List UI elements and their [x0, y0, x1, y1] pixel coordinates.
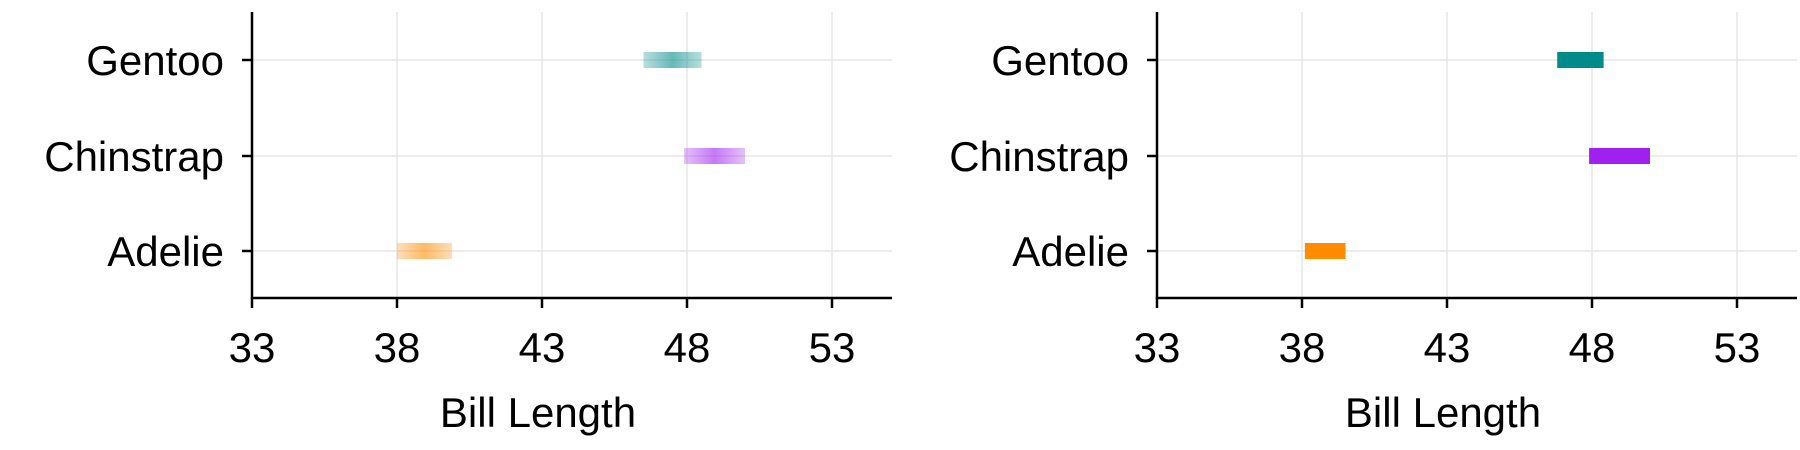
interval-bar-adelie	[397, 243, 453, 259]
x-tick-label: 53	[809, 324, 856, 371]
interval-bar-chinstrap	[1589, 148, 1650, 164]
x-tick-label: 53	[1714, 324, 1761, 371]
category-label-gentoo: Gentoo	[991, 37, 1129, 84]
interval-bar-chinstrap	[684, 148, 745, 164]
x-tick-label: 38	[1279, 324, 1326, 371]
interval-bar-gentoo	[1557, 52, 1604, 68]
category-label-chinstrap: Chinstrap	[949, 133, 1129, 180]
x-tick-label: 48	[1569, 324, 1616, 371]
x-tick-label: 38	[374, 324, 421, 371]
right-chart-panel: 33 38 43 48 53 Adelie Chinstrap Gentoo Bill Leng…	[949, 12, 1797, 436]
interval-bar-gentoo	[643, 52, 702, 68]
interval-bar-adelie	[1304, 243, 1346, 259]
left-chart-panel: 33 38 43 48 53 Adelie Chinstrap Gentoo Bill Leng…	[44, 12, 892, 436]
category-label-adelie: Adelie	[107, 228, 224, 275]
x-tick-label: 43	[519, 324, 566, 371]
category-label-gentoo: Gentoo	[86, 37, 224, 84]
x-tick-label: 48	[664, 324, 711, 371]
x-tick-label: 33	[229, 324, 276, 371]
category-label-chinstrap: Chinstrap	[44, 133, 224, 180]
x-axis-title: Bill Length	[1345, 389, 1541, 436]
category-label-adelie: Adelie	[1012, 228, 1129, 275]
x-axis-title: Bill Length	[440, 389, 636, 436]
x-tick-label: 33	[1134, 324, 1181, 371]
x-tick-label: 43	[1424, 324, 1471, 371]
